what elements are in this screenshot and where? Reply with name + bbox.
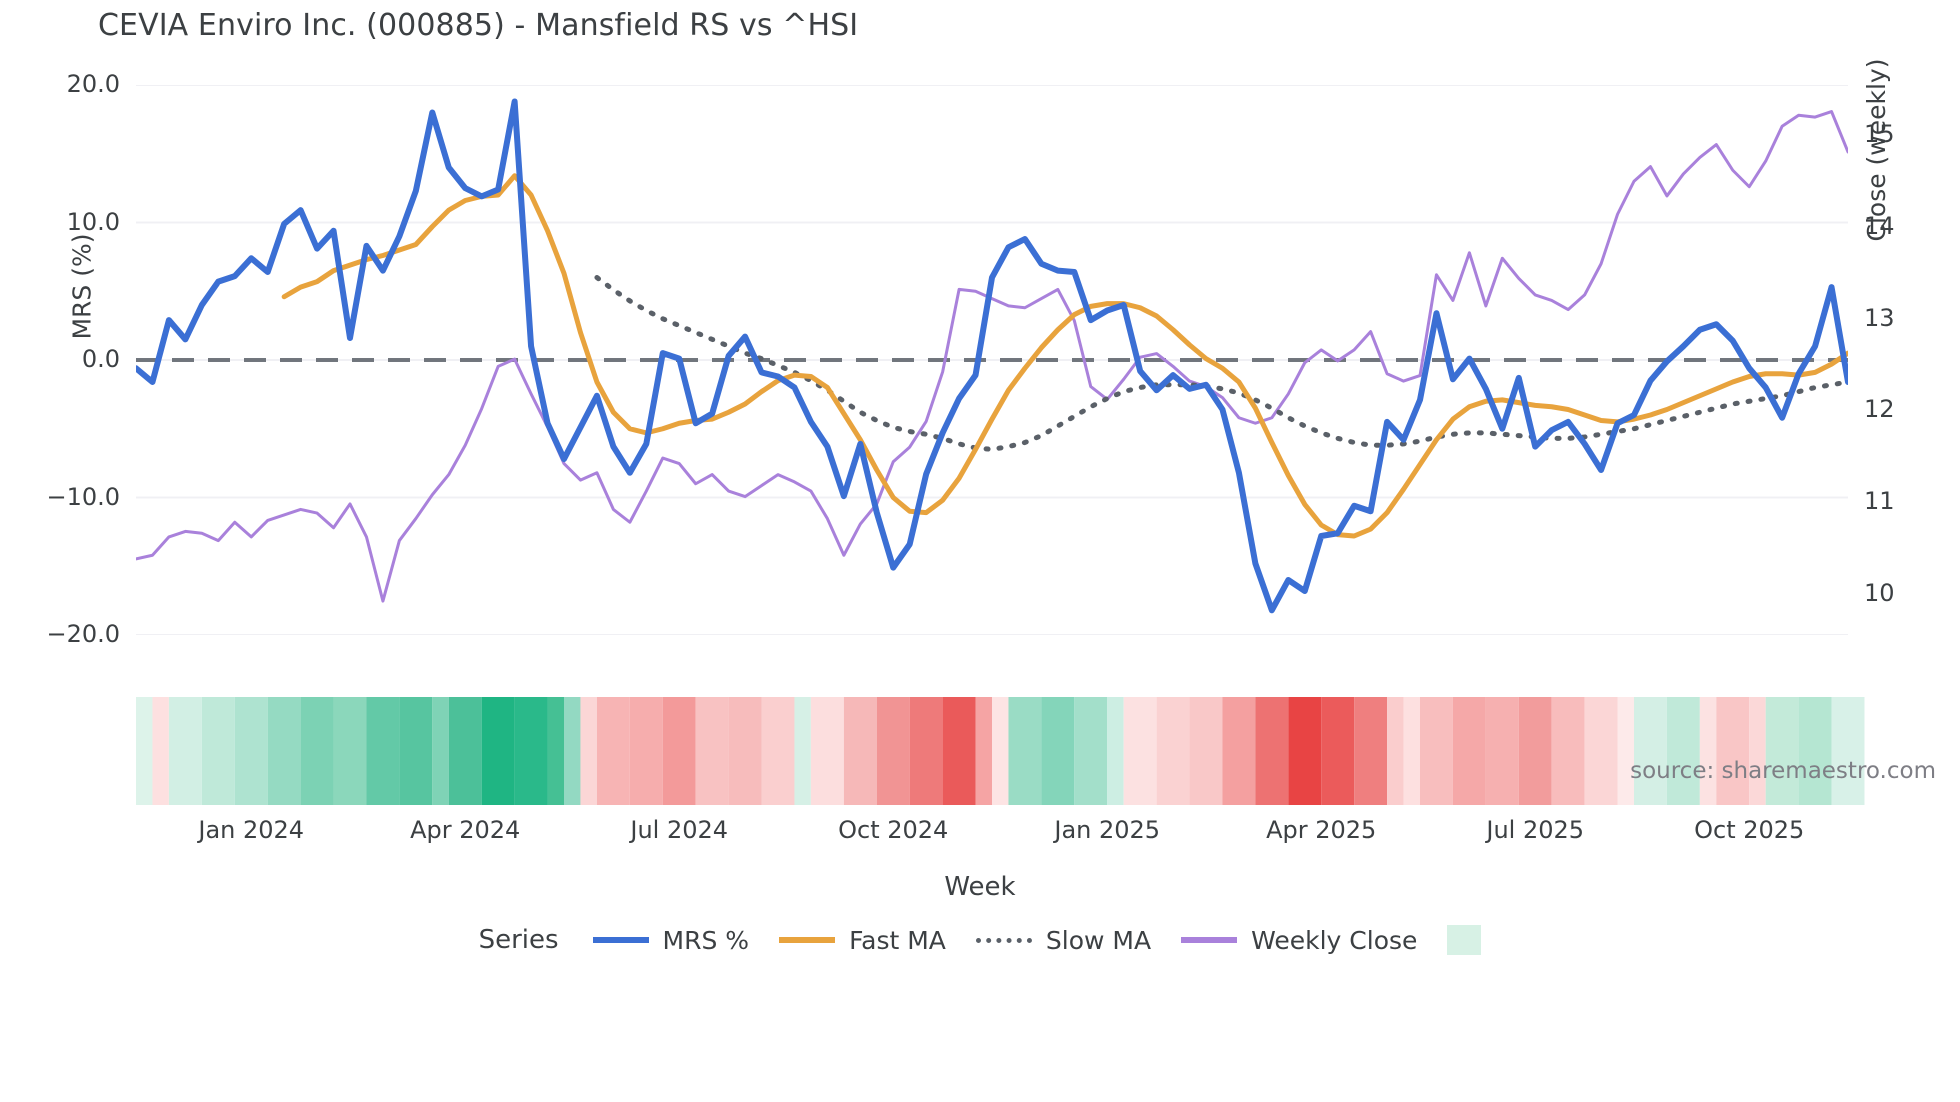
legend-color-swatch — [1447, 925, 1482, 955]
y-tick-left: −10.0 — [46, 482, 120, 511]
legend-item-swatch[interactable] — [1447, 925, 1482, 955]
x-tick: Jul 2024 — [630, 816, 729, 844]
heatmap-canvas — [136, 697, 1865, 805]
x-tick: Jan 2025 — [1054, 816, 1161, 844]
legend-item-slow-ma[interactable]: Slow MA — [975, 925, 1152, 955]
x-tick: Apr 2024 — [410, 816, 521, 844]
chart-legend: Series MRS % Fast MA Slow MA Weekly Close — [0, 918, 1960, 962]
legend-item-label: Slow MA — [1045, 925, 1152, 955]
legend-dotted-line-swatch — [975, 937, 1032, 943]
legend-line-swatch — [1181, 937, 1238, 943]
x-tick: Oct 2024 — [838, 816, 949, 844]
legend-item-label: Weekly Close — [1251, 925, 1418, 955]
y-tick-left: 20.0 — [66, 70, 120, 98]
y-tick-right: 13 — [1864, 303, 1895, 332]
legend-item-fast-ma[interactable]: Fast MA — [779, 926, 946, 955]
momentum-heatmap-strip — [124, 697, 1866, 805]
y-tick-right: 14 — [1864, 212, 1895, 241]
y-tick-left: 0.0 — [81, 345, 120, 373]
y-tick-right: 10 — [1864, 578, 1895, 607]
x-tick: Jul 2025 — [1486, 816, 1585, 844]
y-tick-left: 10.0 — [66, 207, 120, 236]
chart-title: CEVIA Enviro Inc. (000885) - Mansfield R… — [98, 8, 859, 43]
legend-item-mrs[interactable]: MRS % — [592, 925, 750, 955]
legend-item-label: MRS % — [662, 925, 750, 955]
legend-item-weekly-close[interactable]: Weekly Close — [1181, 926, 1417, 955]
x-tick: Oct 2025 — [1694, 816, 1805, 844]
x-tick: Jan 2024 — [198, 816, 305, 844]
legend-title: Series — [478, 925, 559, 955]
y-tick-right: 15 — [1864, 120, 1895, 149]
legend-line-swatch — [779, 937, 836, 943]
series-canvas — [136, 85, 1848, 635]
plot-area — [136, 85, 1848, 635]
x-axis-label: Week — [944, 872, 1016, 902]
legend-line-swatch — [592, 937, 649, 943]
y-tick-right: 11 — [1864, 487, 1895, 516]
source-watermark: source: sharemaestro.com — [1630, 758, 1936, 784]
y-tick-right: 12 — [1864, 395, 1895, 424]
y-tick-left: −20.0 — [46, 620, 120, 648]
legend-item-label: Fast MA — [849, 925, 946, 955]
x-tick: Apr 2025 — [1266, 816, 1377, 844]
